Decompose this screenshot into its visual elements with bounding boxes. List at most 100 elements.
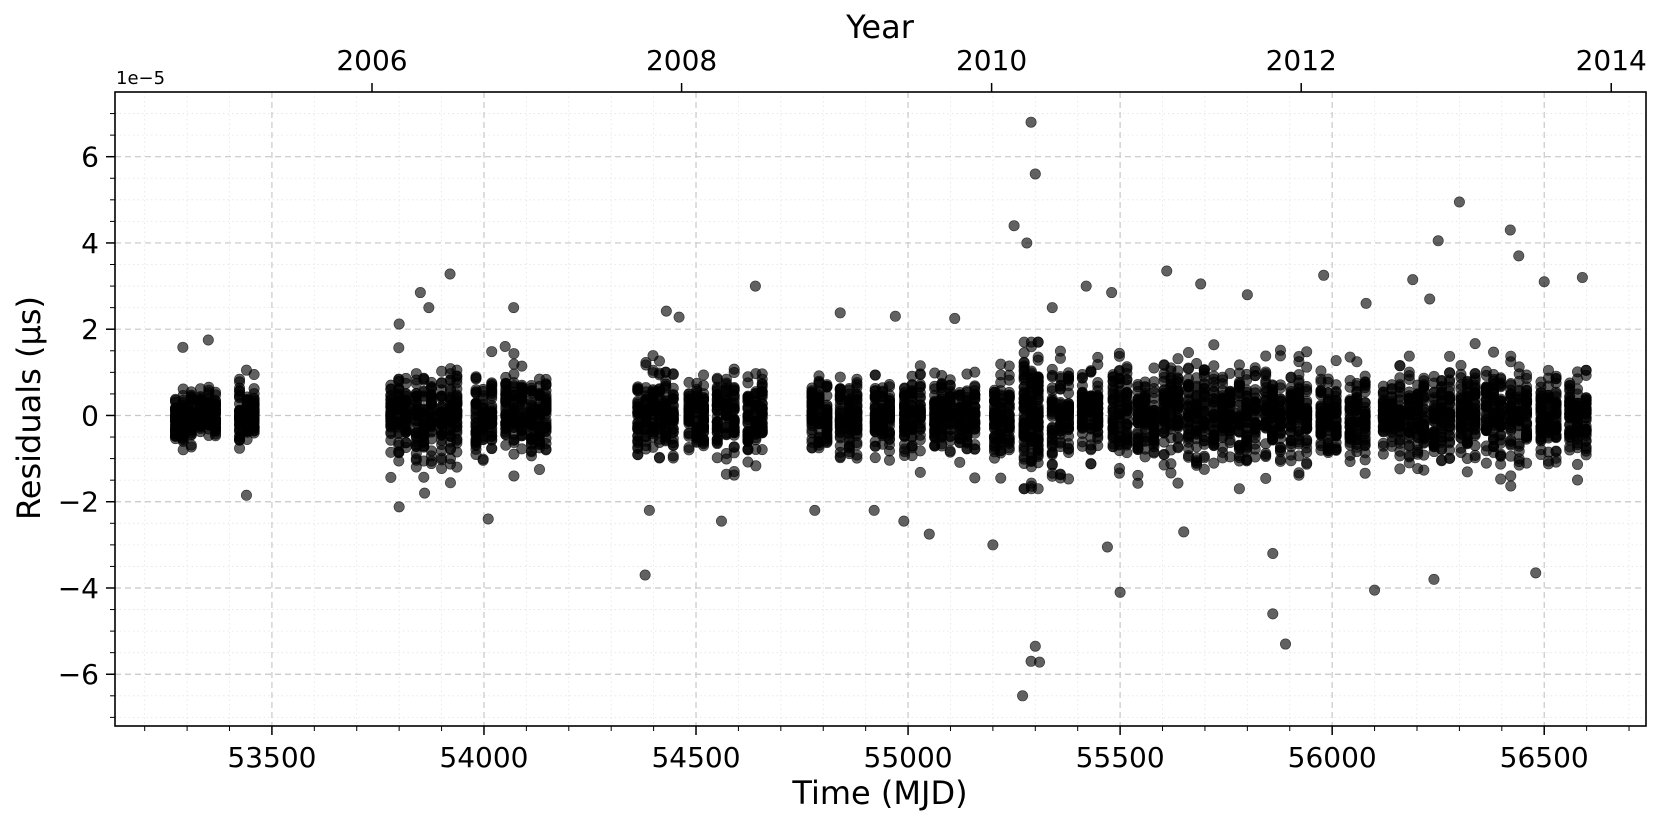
data-points	[169, 116, 1592, 702]
data-point-outlier	[1407, 274, 1419, 286]
data-point	[1208, 339, 1220, 351]
data-point-outlier	[660, 305, 672, 317]
data-point	[667, 437, 679, 449]
data-point	[1003, 433, 1015, 445]
data-point	[1469, 429, 1481, 441]
data-point	[660, 375, 672, 387]
data-point	[1233, 483, 1245, 495]
data-point	[1418, 449, 1430, 461]
data-point	[851, 373, 863, 385]
data-point	[1113, 462, 1125, 474]
data-point	[720, 453, 732, 465]
data-point	[1330, 441, 1342, 453]
data-point	[1132, 477, 1144, 489]
data-point	[508, 470, 520, 482]
data-point	[470, 371, 482, 383]
data-point	[1461, 466, 1473, 478]
data-point	[995, 472, 1007, 484]
data-point	[728, 403, 740, 415]
data-point	[1198, 379, 1210, 391]
data-point	[425, 376, 437, 388]
data-point	[851, 389, 863, 401]
data-point	[418, 471, 430, 483]
data-point-outlier	[1369, 584, 1381, 596]
data-point	[969, 439, 981, 451]
data-point-outlier	[499, 340, 511, 352]
y-tick-label: 4	[81, 227, 99, 260]
data-point	[1444, 435, 1456, 447]
data-point	[486, 402, 498, 414]
data-point-outlier	[444, 268, 456, 280]
data-point	[451, 396, 463, 408]
x-tick-label: 55000	[864, 741, 953, 774]
data-point	[1521, 428, 1533, 440]
data-point	[1032, 420, 1044, 432]
data-point-outlier	[923, 528, 935, 540]
data-point-outlier	[715, 515, 727, 527]
data-point	[1418, 381, 1430, 393]
data-point	[851, 439, 863, 451]
data-point	[400, 424, 412, 436]
data-point	[1085, 458, 1097, 470]
data-point	[756, 402, 768, 414]
data-point-outlier	[1530, 567, 1542, 579]
data-point-outlier	[1034, 656, 1046, 668]
data-point	[1274, 396, 1286, 408]
data-point	[1444, 452, 1456, 464]
data-point	[1274, 382, 1286, 394]
data-point-outlier	[1432, 235, 1444, 247]
data-point-outlier	[1241, 289, 1253, 301]
data-point	[944, 424, 956, 436]
data-point	[1172, 477, 1184, 489]
data-point	[914, 405, 926, 417]
data-point	[400, 436, 412, 448]
data-point	[385, 471, 397, 483]
data-point	[1521, 457, 1533, 469]
data-point	[711, 421, 723, 433]
data-point	[1403, 350, 1415, 362]
data-point	[1224, 402, 1236, 414]
data-point	[728, 413, 740, 425]
data-point	[969, 417, 981, 429]
data-point	[540, 424, 552, 436]
data-point	[1394, 421, 1406, 433]
data-point	[711, 452, 723, 464]
data-point	[1172, 442, 1184, 454]
data-point	[1550, 452, 1562, 464]
data-point-outlier	[1504, 224, 1516, 236]
data-point-outlier	[1453, 196, 1465, 208]
data-point	[1330, 408, 1342, 420]
data-point	[1260, 447, 1272, 459]
data-point	[1550, 386, 1562, 398]
data-point	[1572, 474, 1584, 486]
data-point-outlier	[1538, 276, 1550, 288]
data-point	[1092, 430, 1104, 442]
data-point	[756, 424, 768, 436]
data-point	[1455, 359, 1467, 371]
data-point-outlier	[1424, 293, 1436, 305]
data-point	[1359, 467, 1371, 479]
data-point	[1224, 425, 1236, 437]
data-point	[1301, 412, 1313, 424]
data-point	[516, 430, 528, 442]
data-point	[248, 383, 260, 395]
data-point	[640, 356, 652, 368]
data-point-outlier	[1576, 271, 1588, 283]
data-point	[418, 440, 430, 452]
data-point	[393, 342, 405, 354]
y-tick-label: 6	[81, 141, 99, 174]
data-point	[1198, 450, 1210, 462]
data-point	[883, 379, 895, 391]
x-tick-label: 56500	[1500, 741, 1589, 774]
data-point	[1444, 350, 1456, 362]
data-point	[1274, 442, 1286, 454]
data-point	[914, 392, 926, 404]
data-point	[1260, 472, 1272, 484]
data-point-outlier	[987, 539, 999, 551]
data-point	[1469, 449, 1481, 461]
data-point-outlier	[809, 504, 821, 516]
data-point	[1172, 431, 1184, 443]
data-point	[1260, 350, 1272, 362]
data-point	[1469, 389, 1481, 401]
data-point	[1198, 405, 1210, 417]
